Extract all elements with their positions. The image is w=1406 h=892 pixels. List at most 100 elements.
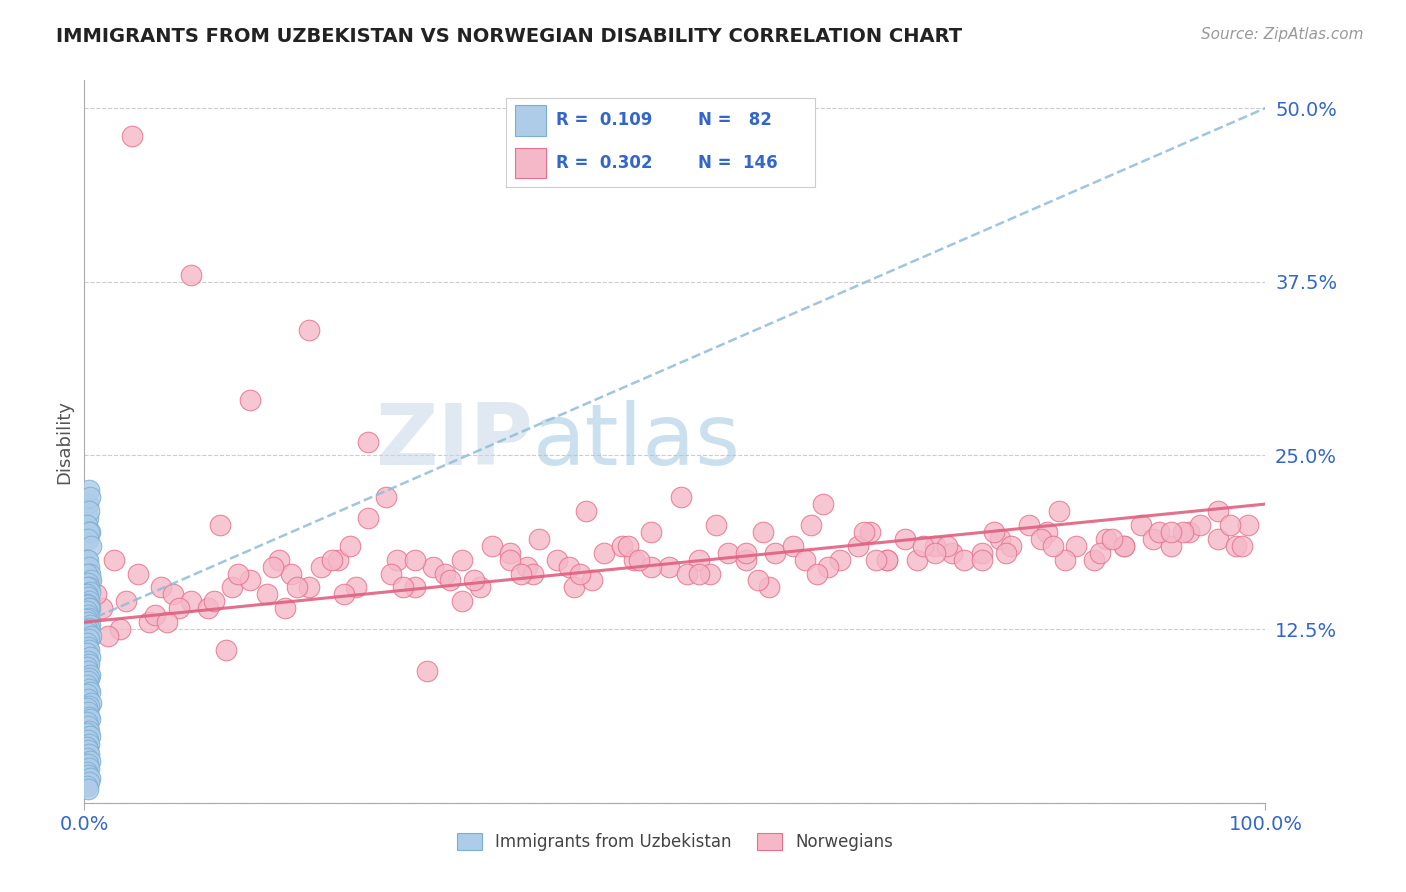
Point	[76, 740, 98, 755]
Point	[77, 594, 100, 608]
Point	[77, 738, 100, 752]
Point	[752, 524, 775, 539]
Text: Source: ZipAtlas.com: Source: ZipAtlas.com	[1201, 27, 1364, 42]
Point	[91, 601, 114, 615]
Point	[80, 629, 103, 643]
Point	[77, 615, 100, 630]
Point	[76, 765, 98, 780]
Point	[197, 601, 219, 615]
Point	[451, 552, 474, 566]
Point	[935, 539, 957, 553]
Point	[76, 517, 98, 532]
Point	[1083, 552, 1105, 566]
Point	[77, 733, 100, 747]
Point	[97, 629, 120, 643]
Point	[127, 566, 149, 581]
Point	[1206, 532, 1229, 546]
Point	[451, 594, 474, 608]
Point	[894, 532, 917, 546]
Point	[84, 587, 107, 601]
Point	[77, 590, 100, 604]
Point	[167, 601, 190, 615]
Point	[1160, 539, 1182, 553]
Point	[77, 581, 100, 595]
Point	[121, 128, 143, 143]
Point	[256, 587, 278, 601]
Point	[344, 581, 367, 595]
Point	[658, 559, 681, 574]
Point	[1225, 539, 1247, 553]
Point	[387, 552, 409, 566]
Point	[77, 511, 100, 525]
Point	[77, 643, 100, 657]
Point	[758, 581, 780, 595]
Point	[1189, 517, 1212, 532]
Point	[1142, 532, 1164, 546]
Point	[76, 678, 98, 692]
Point	[80, 574, 103, 588]
Point	[156, 615, 179, 630]
Point	[76, 659, 98, 673]
Point	[77, 768, 100, 782]
Point	[994, 546, 1017, 560]
Point	[75, 587, 97, 601]
Point	[79, 649, 101, 664]
Point	[76, 597, 98, 611]
Point	[782, 539, 804, 553]
Point	[76, 622, 98, 636]
Point	[79, 754, 101, 768]
Point	[1036, 524, 1059, 539]
Point	[269, 552, 291, 566]
Point	[77, 691, 100, 706]
Point	[763, 546, 786, 560]
Point	[321, 552, 343, 566]
Point	[108, 622, 131, 636]
Point	[76, 646, 98, 660]
Point	[404, 552, 426, 566]
Point	[852, 524, 875, 539]
Point	[77, 524, 100, 539]
Bar	[516, 105, 547, 136]
Point	[941, 546, 963, 560]
Point	[481, 539, 503, 553]
Legend: Immigrants from Uzbekistan, Norwegians: Immigrants from Uzbekistan, Norwegians	[449, 825, 901, 860]
Point	[77, 756, 100, 771]
Point	[79, 601, 101, 615]
Point	[77, 626, 100, 640]
Bar	[516, 148, 547, 178]
Point	[688, 566, 710, 581]
Point	[510, 566, 533, 581]
Point	[811, 497, 834, 511]
Point	[569, 566, 592, 581]
Point	[734, 546, 756, 560]
Point	[734, 552, 756, 566]
Point	[339, 539, 361, 553]
Point	[79, 566, 101, 581]
Text: ZIP: ZIP	[375, 400, 533, 483]
Point	[357, 434, 380, 449]
Point	[103, 552, 125, 566]
Point	[564, 581, 586, 595]
Point	[575, 504, 598, 518]
Point	[983, 524, 1005, 539]
Point	[79, 574, 101, 588]
Point	[79, 584, 101, 599]
Point	[747, 574, 769, 588]
Point	[404, 581, 426, 595]
Point	[859, 524, 882, 539]
Point	[522, 566, 544, 581]
Point	[628, 552, 651, 566]
Point	[669, 490, 692, 504]
Text: N =  146: N = 146	[697, 154, 778, 172]
Point	[80, 539, 103, 553]
Point	[76, 636, 98, 650]
Point	[439, 574, 461, 588]
Point	[905, 552, 928, 566]
Point	[1000, 539, 1022, 553]
Point	[298, 323, 321, 337]
Point	[77, 601, 100, 615]
Point	[865, 552, 887, 566]
Point	[380, 566, 402, 581]
Point	[416, 664, 439, 678]
Point	[77, 611, 100, 625]
